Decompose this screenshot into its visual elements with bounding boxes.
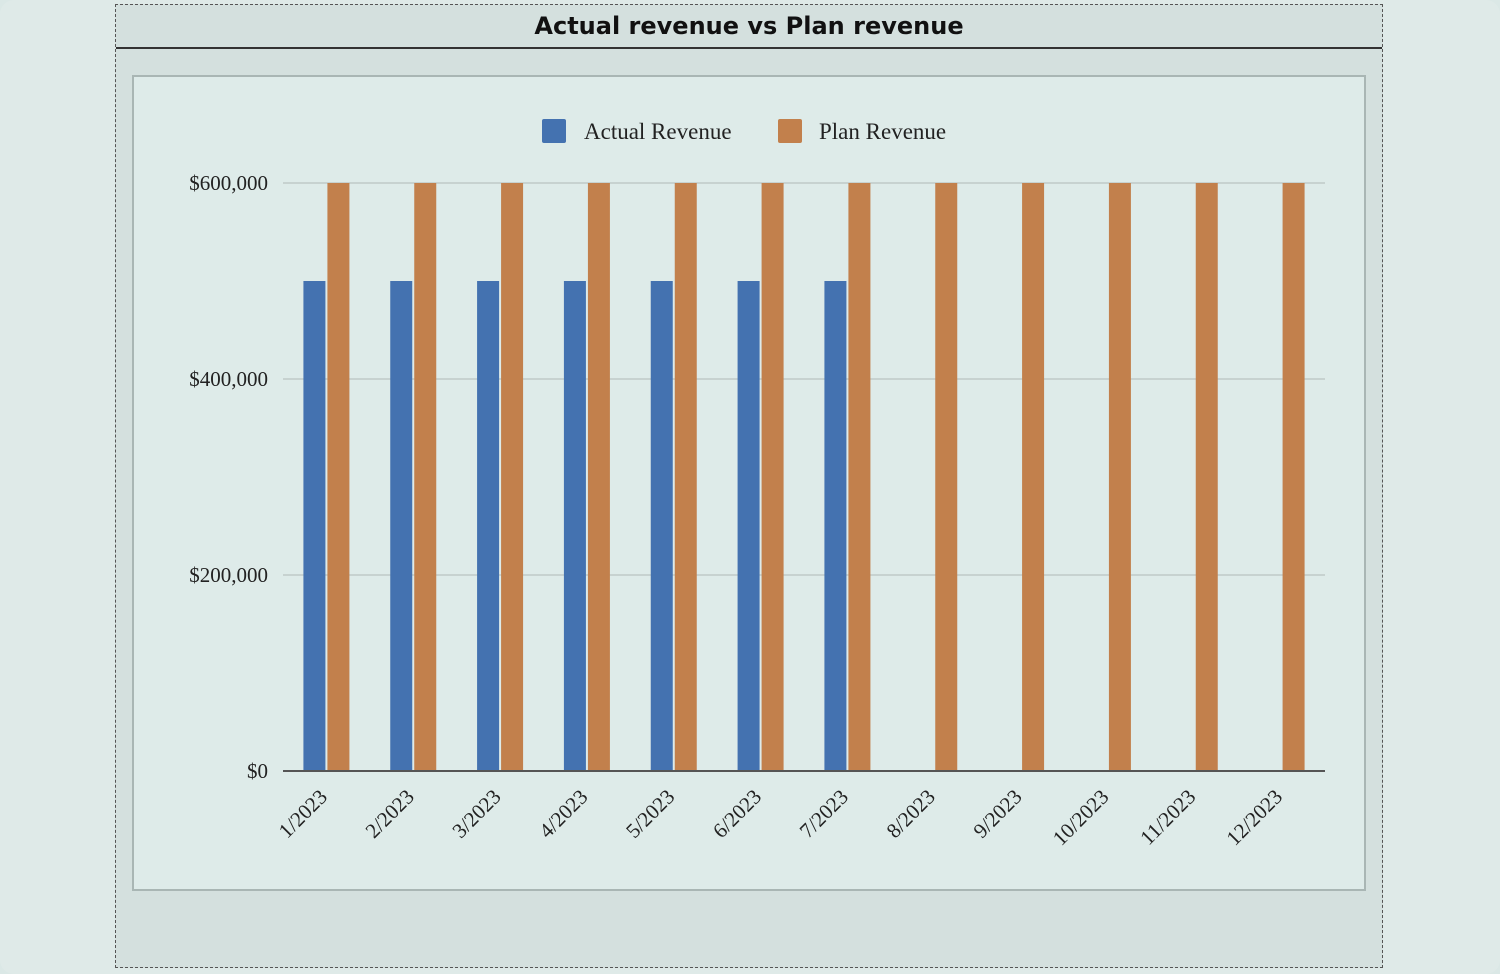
bar-plan-revenue	[327, 183, 350, 771]
bar-plan-revenue	[1282, 183, 1305, 771]
bar-actual-revenue	[737, 281, 760, 771]
x-tick-label: 12/2023	[1221, 785, 1287, 851]
bar-actual-revenue	[390, 281, 413, 771]
x-tick-label: 9/2023	[968, 785, 1026, 843]
x-tick-label: 10/2023	[1048, 785, 1114, 851]
bar-actual-revenue	[303, 281, 326, 771]
x-tick-label: 3/2023	[447, 785, 505, 843]
bar-plan-revenue	[935, 183, 958, 771]
panel-header: Actual revenue vs Plan revenue	[116, 5, 1382, 49]
y-tick-label: $400,000	[189, 367, 268, 391]
bar-plan-revenue	[1195, 183, 1218, 771]
bar-plan-revenue	[501, 183, 524, 771]
bar-plan-revenue	[761, 183, 784, 771]
bar-plan-revenue	[674, 183, 697, 771]
legend-swatch	[778, 119, 802, 143]
bar-plan-revenue	[587, 183, 610, 771]
legend-swatch	[542, 119, 566, 143]
bar-actual-revenue	[477, 281, 500, 771]
bar-plan-revenue	[414, 183, 437, 771]
legend-label: Plan Revenue	[819, 119, 946, 144]
y-tick-label: $200,000	[189, 563, 268, 587]
legend-label: Actual Revenue	[584, 119, 732, 144]
bar-plan-revenue	[848, 183, 871, 771]
y-tick-label: $0	[247, 759, 268, 783]
x-tick-label: 8/2023	[882, 785, 940, 843]
x-tick-label: 7/2023	[795, 785, 853, 843]
panel-title: Actual revenue vs Plan revenue	[534, 12, 964, 40]
y-tick-label: $600,000	[189, 171, 268, 195]
bar-actual-revenue	[650, 281, 673, 771]
x-tick-label: 5/2023	[621, 785, 679, 843]
x-tick-label: 11/2023	[1135, 785, 1200, 850]
bar-plan-revenue	[1022, 183, 1045, 771]
bar-actual-revenue	[563, 281, 586, 771]
x-tick-label: 1/2023	[274, 785, 332, 843]
x-tick-label: 2/2023	[361, 785, 419, 843]
bar-actual-revenue	[824, 281, 847, 771]
x-tick-label: 4/2023	[534, 785, 592, 843]
x-tick-label: 6/2023	[708, 785, 766, 843]
bar-plan-revenue	[1108, 183, 1131, 771]
